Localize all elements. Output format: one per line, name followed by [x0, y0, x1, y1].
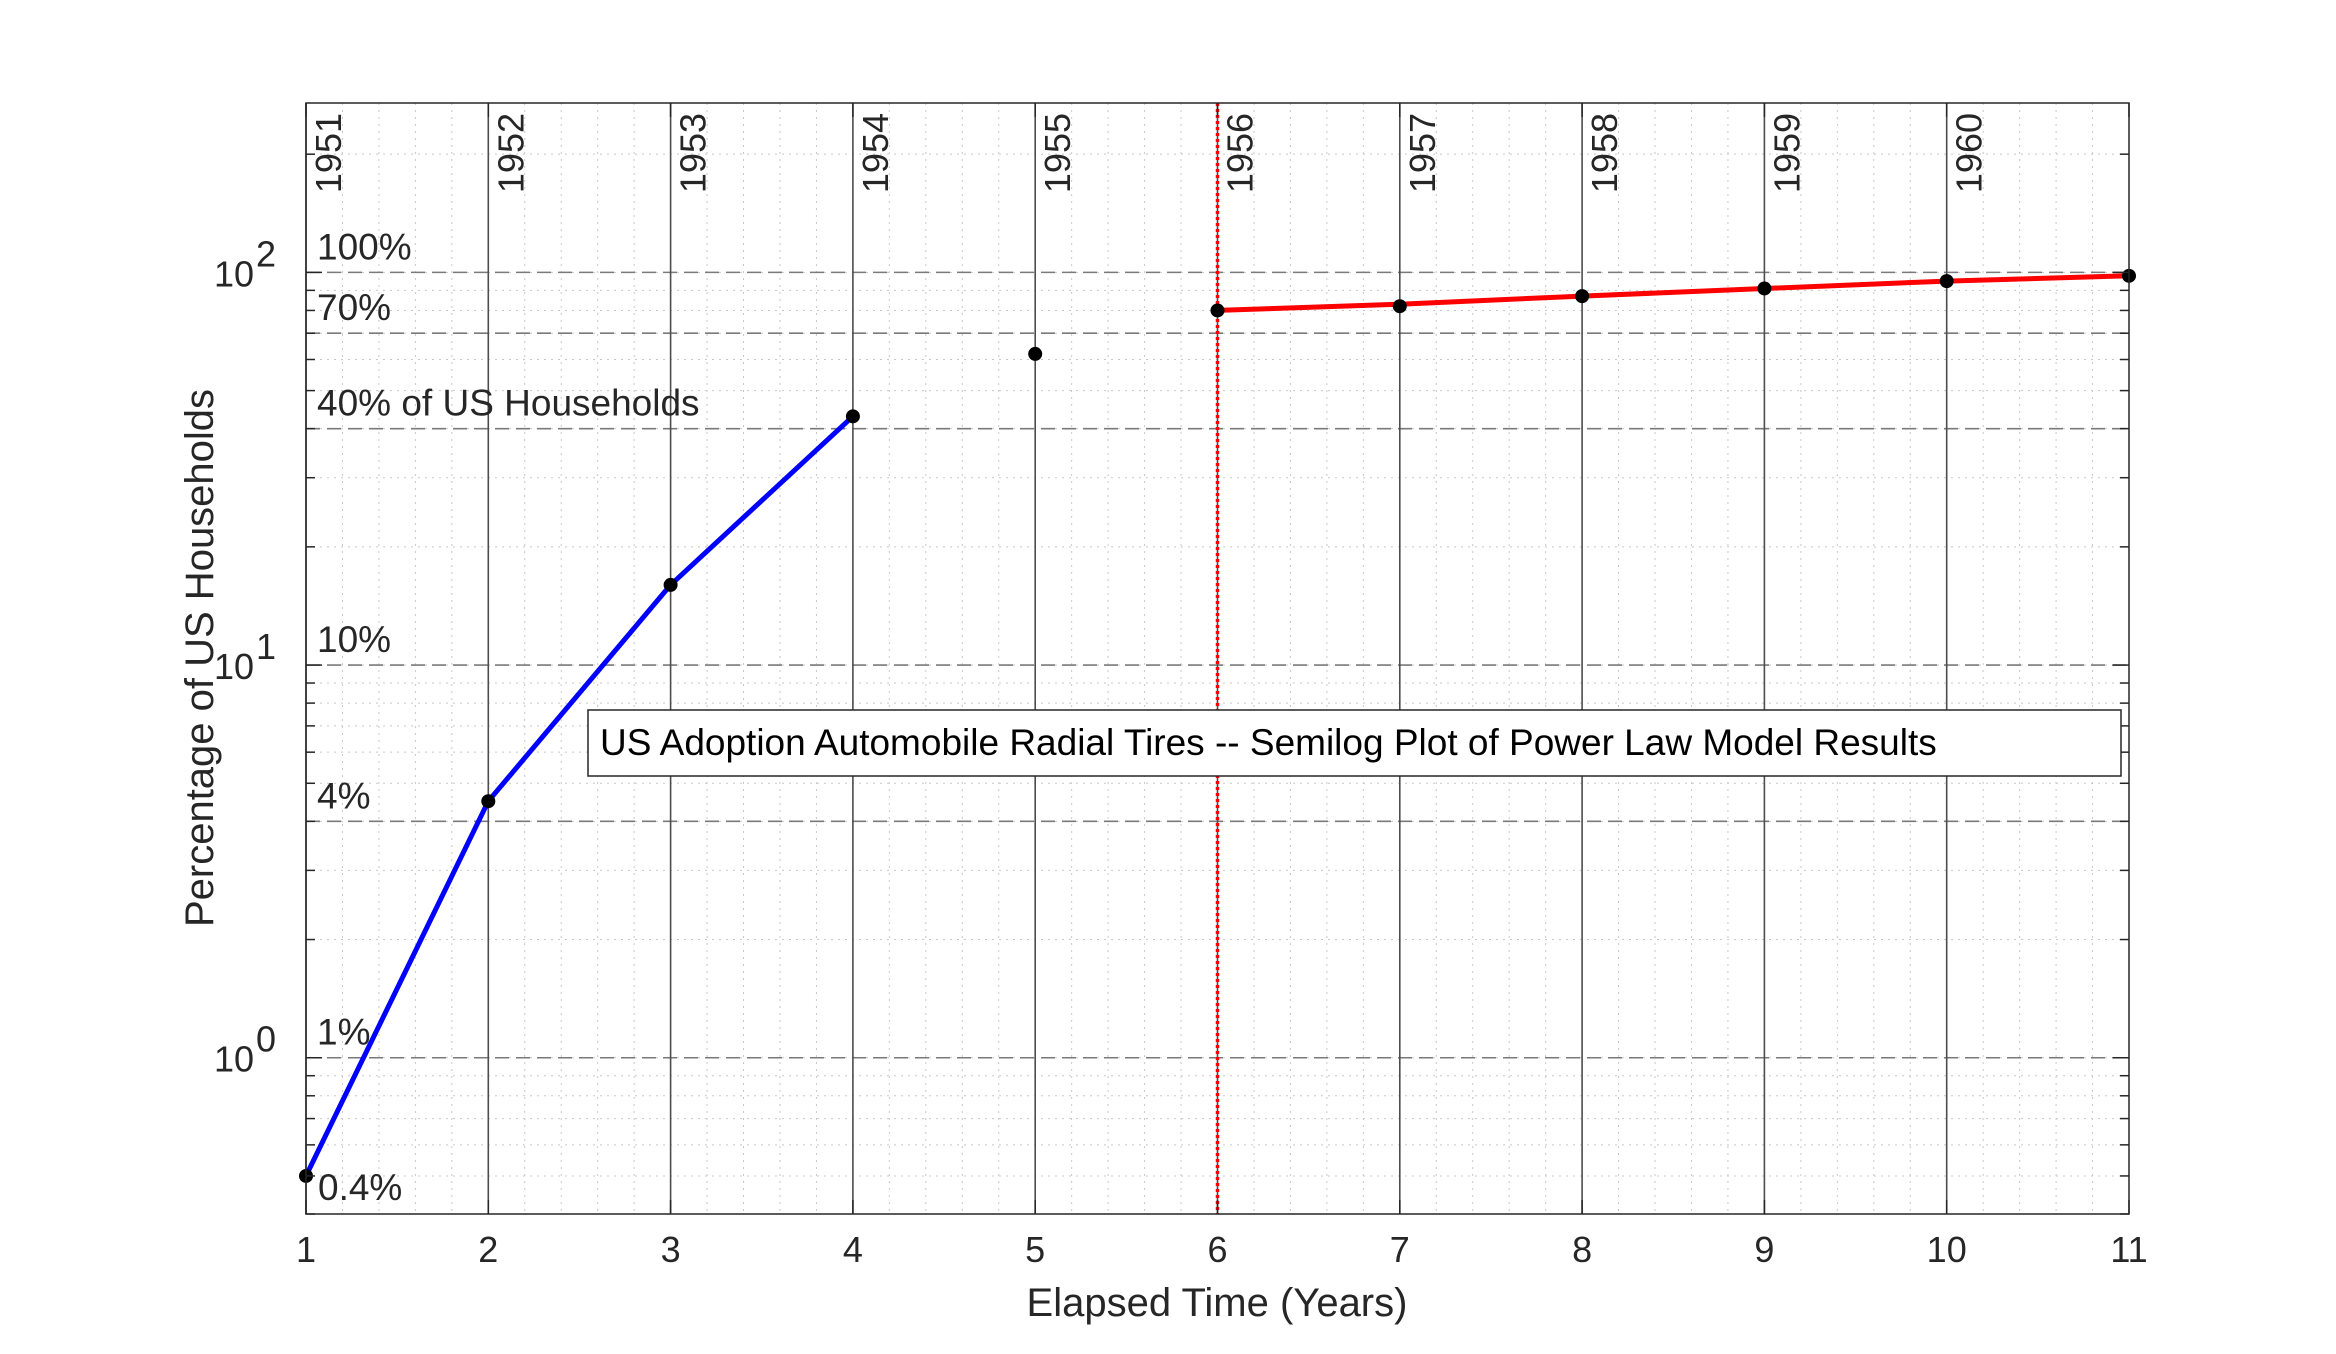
data-point: [663, 577, 678, 592]
y-tick-exponent: 0: [256, 1019, 276, 1060]
year-label: 1953: [673, 113, 714, 193]
data-point: [1757, 281, 1772, 296]
data-point: [1575, 289, 1590, 304]
year-label: 1960: [1949, 113, 1990, 193]
year-lines: 1951 1952 1953 1954 1955 1956 1957 1958 1959 1960: [305, 103, 1990, 1214]
y-tick-label: 10: [214, 253, 254, 294]
year-label: 1957: [1402, 113, 1443, 193]
y-axis-label: Percentage of US Households: [178, 389, 222, 927]
year-label: 1954: [855, 113, 896, 193]
title-box-frame: [587, 709, 2122, 777]
x-tick-label: 9: [1754, 1229, 1774, 1270]
x-axis-label: Elapsed Time (Years): [1027, 1281, 1408, 1325]
reference-label: 100%: [317, 226, 412, 267]
year-label: 1959: [1766, 113, 1807, 193]
data-point: [845, 409, 860, 424]
x-tick-label: 10: [1927, 1229, 1967, 1270]
x-tick-labels: 1 2 3 4 5 6 7 8 9 10 11: [296, 1229, 2148, 1270]
y-tick-label: 10: [214, 646, 254, 687]
x-tick-label: 11: [2110, 1229, 2147, 1270]
data-point: [1939, 274, 1954, 289]
x-tick-label: 8: [1572, 1229, 1592, 1270]
data-point: [1392, 299, 1407, 314]
x-tick-label: 5: [1025, 1229, 1045, 1270]
y-tick-exponent: 2: [256, 233, 276, 274]
reference-label: 40% of US Households: [317, 383, 700, 424]
year-label: 1958: [1584, 113, 1625, 193]
point-label: 0.4%: [318, 1167, 402, 1208]
data-point: [1028, 346, 1043, 361]
series-lines: [303, 273, 2132, 1179]
data-point: [1210, 303, 1225, 318]
x-tick-label: 3: [661, 1229, 681, 1270]
reference-label: 70%: [317, 287, 391, 328]
title-box: US Adoption Automobile Radial Tires -- S…: [587, 709, 2122, 777]
year-label: 1952: [490, 113, 531, 193]
y-tick-exponent: 1: [256, 626, 276, 667]
series-line-1: [303, 413, 856, 1179]
y-tick-label: 10: [214, 1039, 254, 1080]
x-tick-label: 7: [1390, 1229, 1410, 1270]
year-label: 1955: [1037, 113, 1078, 193]
data-points: [299, 268, 2136, 1183]
series-line-2: [1215, 273, 2132, 313]
data-point: [481, 794, 496, 809]
reference-label: 1%: [317, 1012, 370, 1053]
year-label: 1951: [308, 113, 349, 193]
chart-title: US Adoption Automobile Radial Tires -- S…: [600, 722, 1937, 763]
x-tick-label: 1: [296, 1229, 316, 1270]
annotations: 100% 70% 40% of US Households 10% 4% 1% 0.4%: [317, 226, 700, 1208]
reference-label: 4%: [317, 775, 370, 816]
x-tick-label: 2: [478, 1229, 498, 1270]
year-label: 1956: [1220, 113, 1261, 193]
reference-label: 10%: [317, 619, 391, 660]
axis-ticks: [305, 103, 2130, 1215]
x-tick-label: 6: [1207, 1229, 1227, 1270]
x-tick-label: 4: [843, 1229, 863, 1270]
